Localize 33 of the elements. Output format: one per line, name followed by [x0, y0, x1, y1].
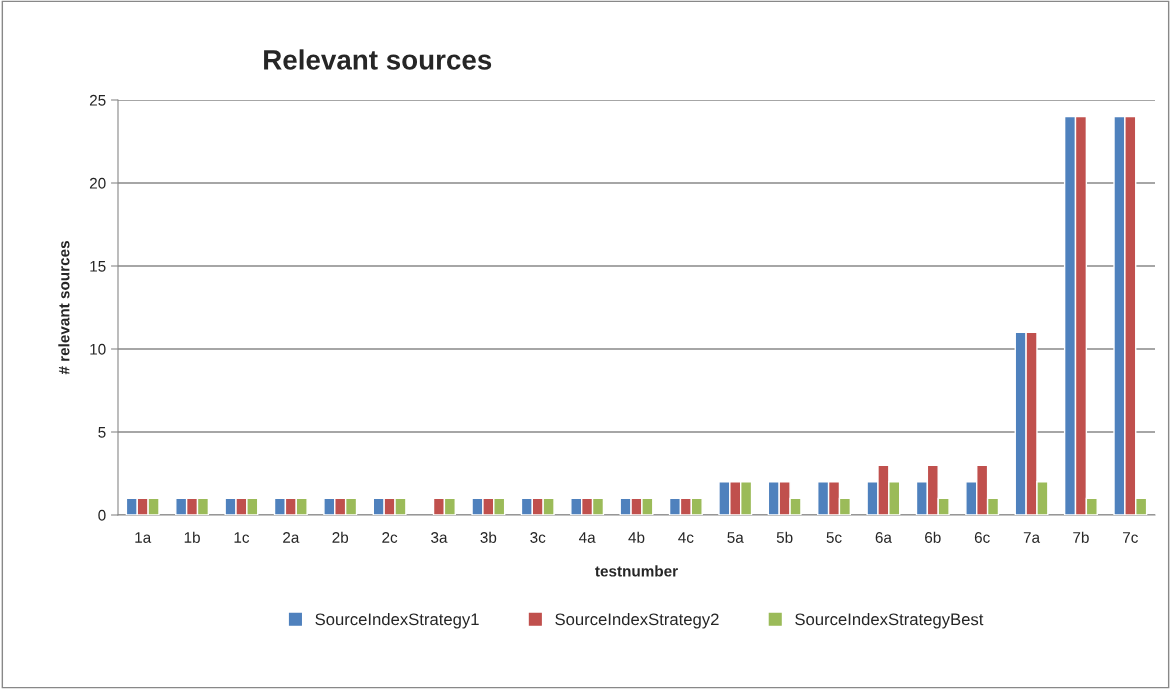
x-tick-label: 1c: [234, 532, 250, 543]
x-tick-label: 2a: [283, 532, 300, 543]
x-tick-label: 1a: [135, 532, 152, 543]
y-axis-title: # relevant sources: [58, 241, 70, 375]
x-tick-label: 2b: [332, 531, 349, 543]
y-tick-label: 20: [89, 177, 106, 189]
x-tick-label: 5b: [776, 531, 793, 543]
y-tick-label: 0: [98, 509, 106, 521]
x-tick-label: 5a: [727, 532, 744, 543]
y-tick-label: 10: [90, 343, 106, 355]
legend-label: SourceIndexStrategy1: [315, 613, 479, 629]
x-tick-label: 3c: [530, 532, 546, 543]
x-tick-label: 6c: [974, 532, 990, 543]
x-tick-label: 3a: [431, 532, 448, 543]
x-tick-label: 3b: [480, 531, 497, 543]
legend-label: SourceIndexStrategy2: [555, 613, 719, 629]
y-tick-label: 25: [89, 94, 106, 106]
x-tick-label: 7b: [1073, 531, 1089, 543]
x-tick-label: 6a: [875, 532, 892, 543]
x-tick-label: 6b: [925, 531, 941, 543]
x-tick-label: 4b: [628, 531, 645, 543]
x-tick-label: 5c: [826, 532, 842, 543]
x-tick-label: 1b: [184, 531, 200, 543]
chart-title: Relevant sources: [264, 49, 492, 70]
x-axis-title: testnumber: [595, 565, 678, 577]
x-tick-label: 7a: [1023, 532, 1041, 543]
y-tick-label: 15: [90, 261, 106, 272]
legend-label: SourceIndexStrategyBest: [795, 613, 984, 629]
y-tick-label: 5: [98, 427, 106, 438]
x-tick-label: 4a: [578, 532, 596, 543]
x-tick-label: 7c: [1123, 532, 1138, 543]
x-tick-label: 2c: [382, 532, 398, 543]
x-tick-label: 4c: [678, 532, 694, 543]
